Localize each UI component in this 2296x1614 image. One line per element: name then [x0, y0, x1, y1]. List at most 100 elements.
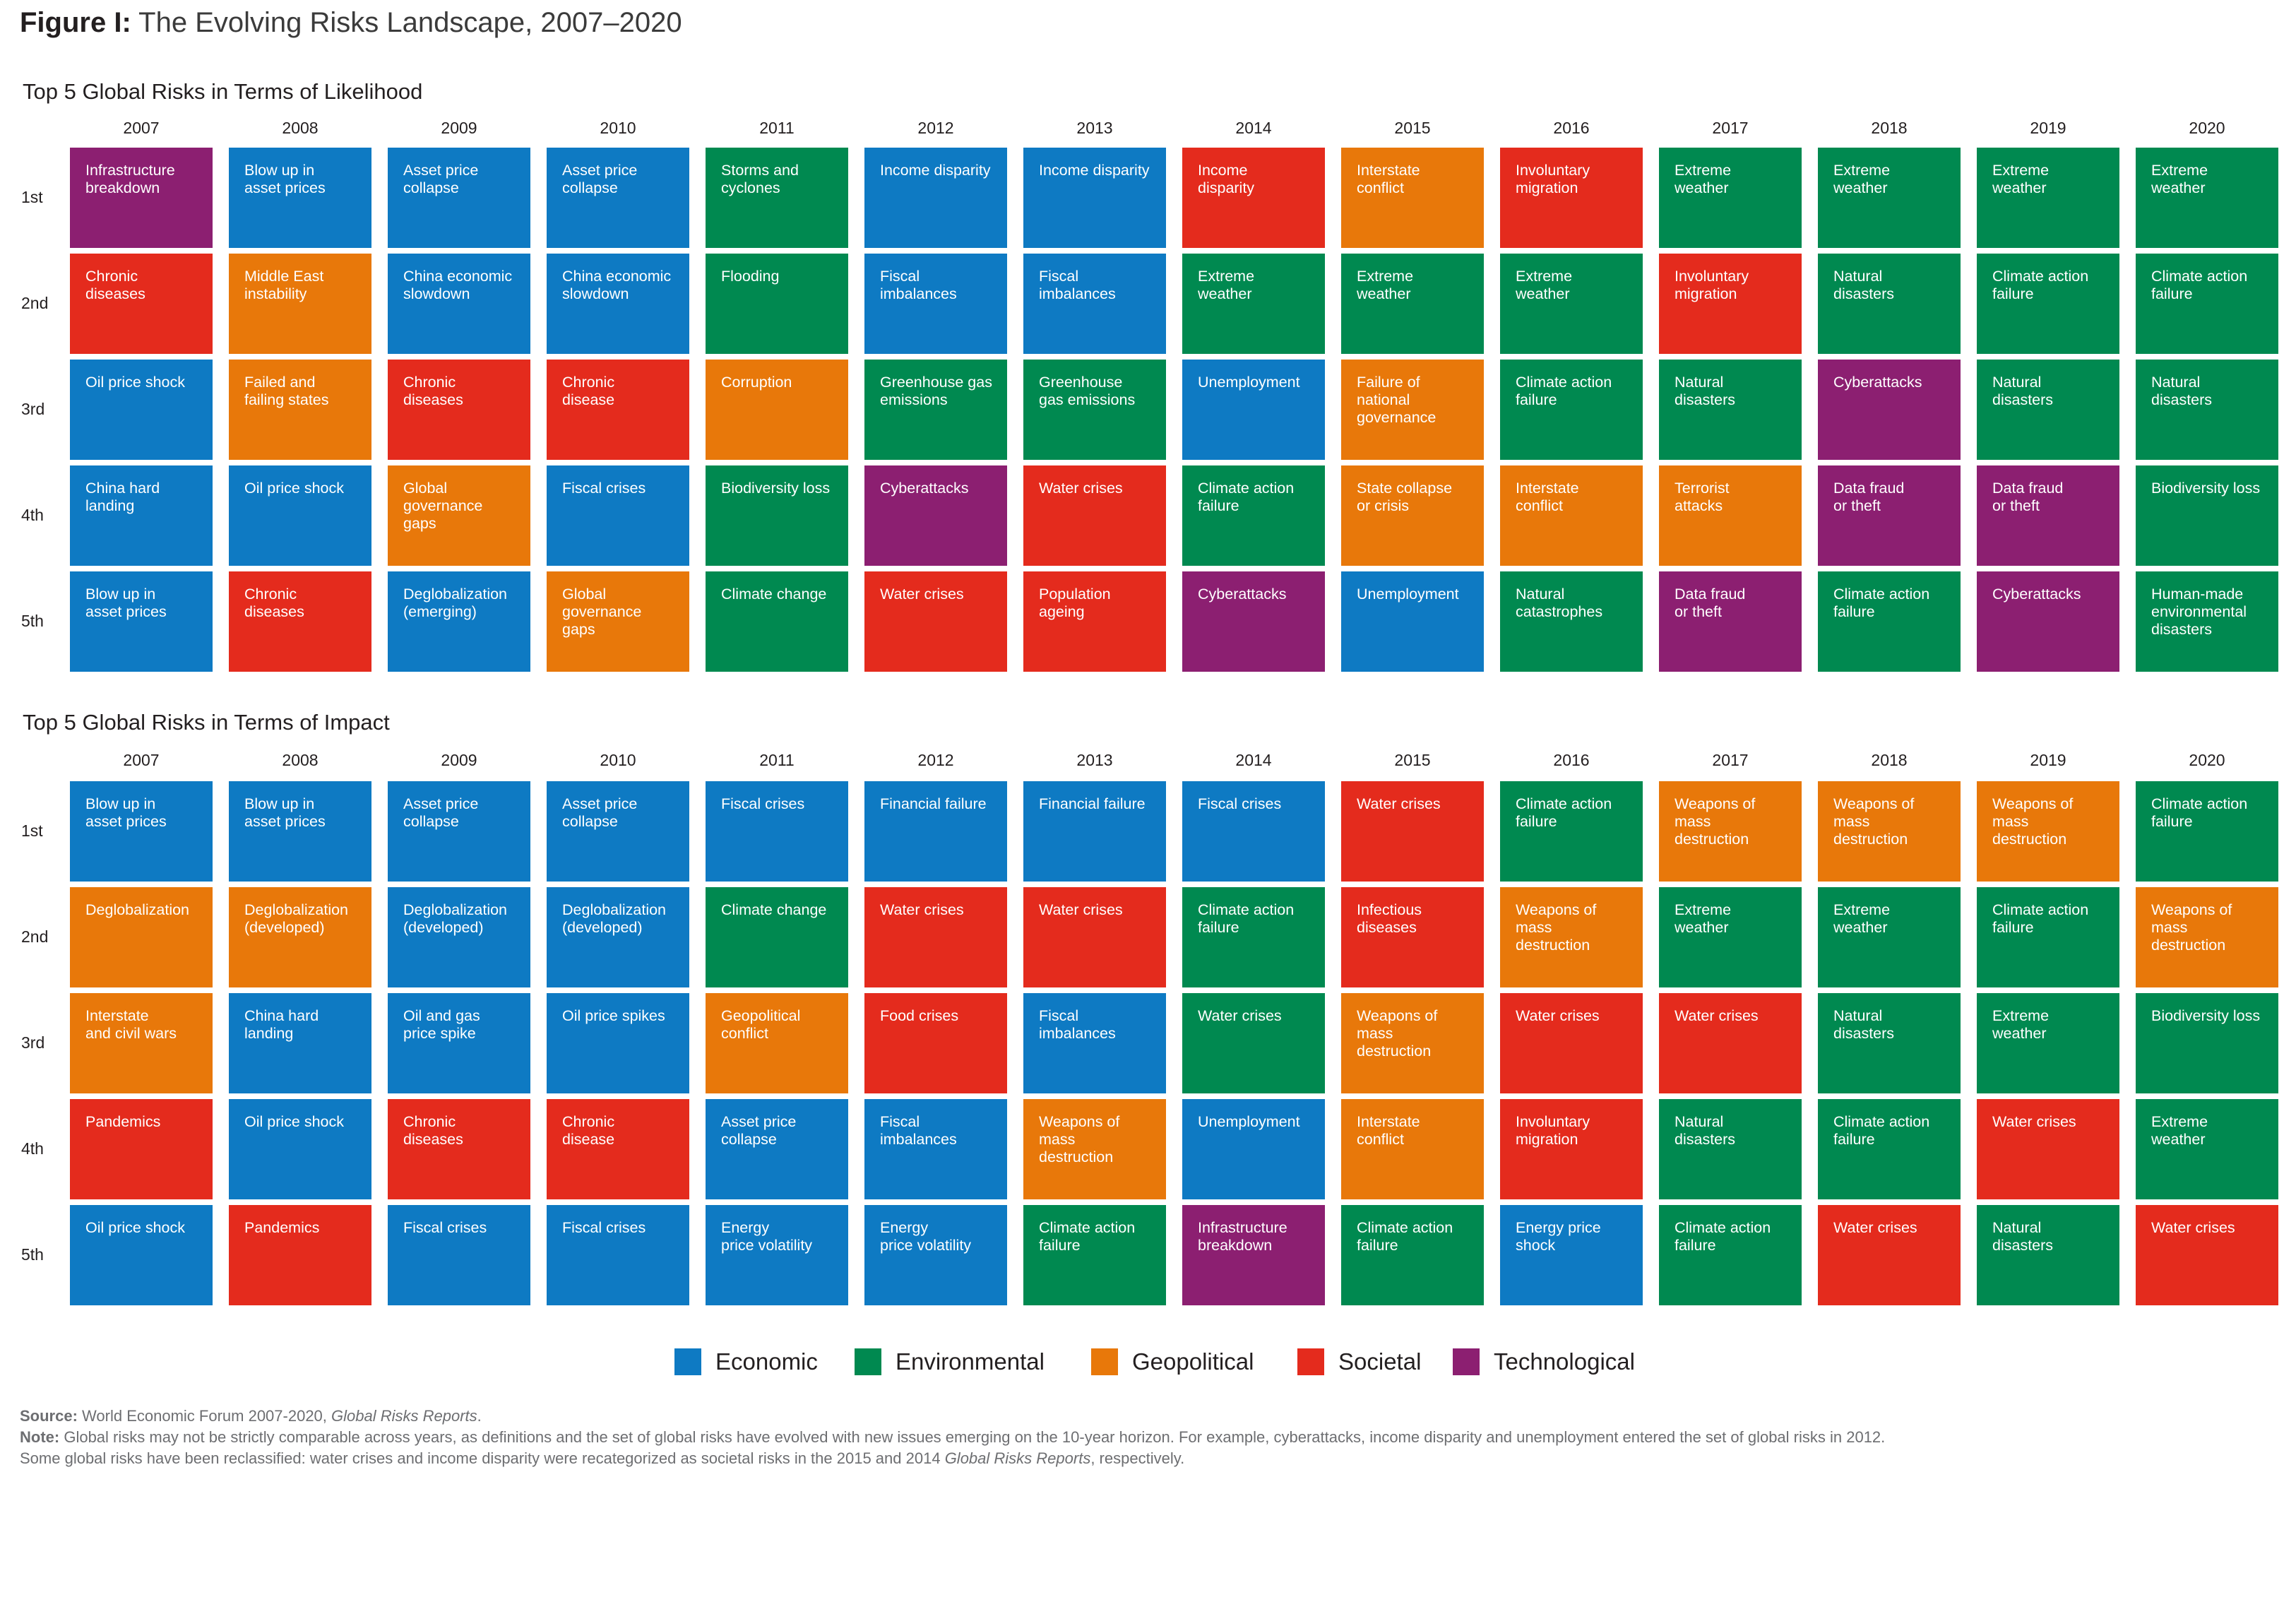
risk-cell-2008-5th: Pandemics — [229, 1205, 371, 1305]
risk-label: Extreme weather — [1833, 901, 1891, 936]
year-header-2017: 2017 — [1712, 751, 1749, 769]
note-line2-text: Some global risks have been reclassified… — [20, 1449, 945, 1467]
risk-cell-2009-1st: Asset price collapse — [388, 148, 530, 248]
risk-label: Climate change — [721, 901, 827, 918]
risk-label: Chronic diseases — [85, 268, 145, 302]
legend-label-environmental: Environmental — [896, 1348, 1045, 1375]
risk-cell-2016-3rd: Water crises — [1500, 993, 1643, 1093]
risk-label: Natural disasters — [1675, 374, 1736, 408]
risk-label: Natural catastrophes — [1516, 586, 1603, 620]
risk-cell-2018-1st: Extreme weather — [1818, 148, 1961, 248]
rank-label-4th: 4th — [21, 506, 44, 524]
risk-label: Data fraud or theft — [1675, 586, 1746, 620]
risk-label: Food crises — [880, 1007, 959, 1024]
risk-label: Blow up in asset prices — [244, 162, 326, 196]
risk-label: Global governance gaps — [403, 480, 483, 532]
risk-label: Climate action failure — [1992, 901, 2089, 936]
source-line: Source: World Economic Forum 2007-2020, … — [20, 1406, 2280, 1427]
rank-label-3rd: 3rd — [21, 1033, 45, 1052]
risk-cell-2009-5th: Deglobalization (emerging) — [388, 571, 530, 672]
risk-label: Chronic diseases — [403, 1113, 463, 1148]
risk-label: Involuntary migration — [1675, 268, 1749, 302]
year-header-2011: 2011 — [759, 119, 795, 137]
risk-cell-2016-1st: Climate action failure — [1500, 781, 1643, 882]
legend-swatch-geopolitical — [1091, 1348, 1118, 1375]
risk-label: Climate action failure — [1198, 480, 1295, 514]
risk-label: Water crises — [2151, 1219, 2235, 1236]
risk-label: Asset price collapse — [562, 162, 638, 196]
year-header-2013: 2013 — [1076, 119, 1113, 137]
risk-cell-2015-3rd: Failure of national governance — [1341, 360, 1484, 460]
risk-label: Oil price shock — [244, 480, 344, 497]
footnotes: Source: World Economic Forum 2007-2020, … — [20, 1406, 2280, 1469]
risk-cell-2009-5th: Fiscal crises — [388, 1205, 530, 1305]
risk-cell-2011-3rd: Corruption — [706, 360, 848, 460]
risk-label: Extreme weather — [2151, 162, 2208, 196]
legend-item-environmental: Environmental — [855, 1346, 1045, 1378]
risk-cell-2014-1st: Income disparity — [1182, 148, 1325, 248]
risk-cell-2010-2nd: China economic slowdown — [547, 254, 689, 354]
risk-label: Natural disasters — [1833, 1007, 1895, 1042]
risk-cell-2010-1st: Asset price collapse — [547, 148, 689, 248]
year-header-2015: 2015 — [1394, 119, 1431, 137]
risk-label: Extreme weather — [1992, 1007, 2050, 1042]
year-header-2019: 2019 — [2030, 751, 2066, 769]
risk-cell-2013-5th: Climate action failure — [1023, 1205, 1166, 1305]
risk-label: Water crises — [1675, 1007, 1759, 1024]
risk-cell-2009-3rd: Oil and gas price spike — [388, 993, 530, 1093]
risk-label: China economic slowdown — [562, 268, 672, 302]
risk-label: Greenhouse gas emissions — [1039, 374, 1136, 408]
risk-label: Cyberattacks — [1992, 586, 2081, 603]
risk-cell-2015-1st: Water crises — [1341, 781, 1484, 882]
risk-label: Interstate and civil wars — [85, 1007, 177, 1042]
risk-label: Cyberattacks — [880, 480, 969, 497]
year-header-2008: 2008 — [282, 119, 319, 137]
risk-label: Asset price collapse — [403, 162, 479, 196]
risk-cell-2020-2nd: Climate action failure — [2136, 254, 2278, 354]
risk-label: Income disparity — [880, 162, 991, 179]
legend-label-geopolitical: Geopolitical — [1132, 1348, 1254, 1375]
risk-cell-2008-4th: Oil price shock — [229, 1099, 371, 1199]
risk-cell-2018-5th: Climate action failure — [1818, 571, 1961, 672]
risk-cell-2020-1st: Climate action failure — [2136, 781, 2278, 882]
risk-cell-2014-2nd: Extreme weather — [1182, 254, 1325, 354]
risk-label: Geopolitical conflict — [721, 1007, 801, 1042]
risk-label: Climate action failure — [2151, 268, 2248, 302]
risk-label: Climate action failure — [1833, 586, 1930, 620]
risk-cell-2012-2nd: Fiscal imbalances — [864, 254, 1007, 354]
risk-label: Extreme weather — [1833, 162, 1891, 196]
year-header-2011: 2011 — [759, 751, 795, 769]
risk-cell-2018-1st: Weapons of mass destruction — [1818, 781, 1961, 882]
risk-cell-2007-5th: Oil price shock — [70, 1205, 213, 1305]
risk-label: Natural disasters — [2151, 374, 2213, 408]
year-header-2014: 2014 — [1235, 119, 1272, 137]
risk-label: Fiscal crises — [562, 480, 646, 497]
risk-label: China economic slowdown — [403, 268, 513, 302]
risk-cell-2007-3rd: Interstate and civil wars — [70, 993, 213, 1093]
risk-label: Climate action failure — [1039, 1219, 1136, 1254]
risk-label: Weapons of mass destruction — [1516, 901, 1597, 954]
note-line2-italic: Global Risks Reports — [944, 1449, 1091, 1467]
year-header-2007: 2007 — [123, 751, 160, 769]
risk-label: Human-made environmental disasters — [2151, 586, 2247, 638]
risk-cell-2007-1st: Infrastructure breakdown — [70, 148, 213, 248]
risk-label: Interstate conflict — [1516, 480, 1579, 514]
risk-label: Asset price collapse — [403, 795, 479, 830]
source-text: World Economic Forum 2007-2020, — [77, 1407, 332, 1425]
risk-label: Interstate conflict — [1357, 162, 1420, 196]
legend-label-societal: Societal — [1338, 1348, 1422, 1375]
rank-label-2nd: 2nd — [21, 927, 49, 946]
risk-cell-2010-3rd: Oil price spikes — [547, 993, 689, 1093]
risk-label: Oil price spikes — [562, 1007, 665, 1024]
risk-label: Blow up in asset prices — [85, 795, 167, 830]
note-line: Note: Global risks may not be strictly c… — [20, 1427, 2280, 1448]
risk-label: Chronic disease — [562, 1113, 615, 1148]
risk-cell-2015-1st: Interstate conflict — [1341, 148, 1484, 248]
year-header-2020: 2020 — [2189, 751, 2225, 769]
risk-cell-2012-1st: Income disparity — [864, 148, 1007, 248]
risk-cell-2013-2nd: Water crises — [1023, 887, 1166, 987]
risk-label: Natural disasters — [1675, 1113, 1736, 1148]
risk-label: Infrastructure breakdown — [85, 162, 175, 196]
risk-cell-2014-1st: Fiscal crises — [1182, 781, 1325, 882]
risk-cell-2017-5th: Data fraud or theft — [1659, 571, 1802, 672]
